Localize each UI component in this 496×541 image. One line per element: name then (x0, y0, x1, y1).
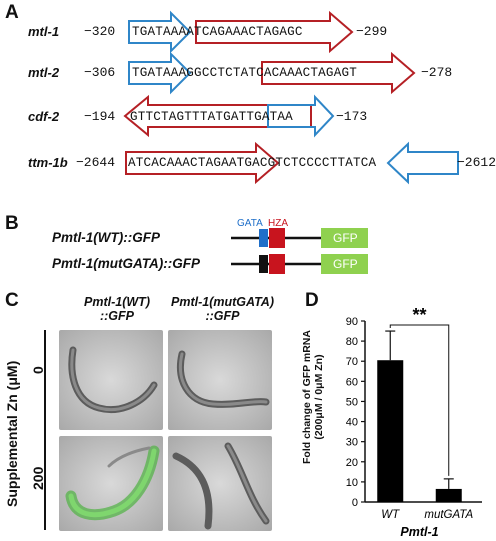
panel-c-letter: C (5, 290, 19, 311)
coord-left-cdf-2: −194 (84, 109, 116, 124)
panel-b-constructs (231, 228, 368, 274)
gata-arrow-mtl-1 (128, 10, 192, 54)
coord-right-mtl-1: −299 (356, 24, 388, 39)
col-label-wt-line1: Pmtl-1(WT) (84, 295, 150, 309)
gfp-box-wt (321, 228, 368, 248)
gfp-box-mut (321, 254, 368, 274)
construct-label-mutgata: Pmtl-1(mutGATA)::GFP (52, 256, 200, 271)
gata-site-label: GATA (237, 218, 263, 229)
sequence-mtl-2: TGATAAAGGCCTCTATCACAAACTAGAGT (132, 66, 357, 80)
coord-left-mtl-1: −320 (84, 24, 116, 39)
gata-arrow-ttm-1b (386, 141, 459, 185)
significance-stars: ** (412, 305, 426, 325)
gfp-label-wt: GFP (333, 231, 358, 245)
x-group-label: Pmtl-1 (400, 525, 438, 539)
panel-a-letter: A (5, 2, 19, 23)
panel-a-arrows (123, 10, 459, 185)
col-label-mut-line2: ::GFP (205, 309, 240, 323)
y-tick-label: 40 (346, 417, 358, 429)
bar-WT (377, 360, 404, 502)
coord-left-ttm-1b: −2644 (76, 155, 116, 170)
bar-mutGATA (435, 488, 462, 502)
gene-label-mtl-2: mtl-2 (28, 65, 60, 80)
micrograph-wt-0 (59, 330, 163, 430)
hza-box-wt (269, 228, 285, 248)
gene-label-mtl-1: mtl-1 (28, 24, 60, 39)
hza-box-mut (269, 254, 285, 274)
sequence-ttm-1b: ATCACAAACTAGAATGACGTCTCCCCTTATCA (128, 156, 377, 170)
gata-arrow-cdf-2 (267, 94, 335, 138)
coord-right-cdf-2: −173 (336, 109, 368, 124)
gata-box-mut (259, 255, 268, 273)
gene-label-cdf-2: cdf-2 (28, 109, 60, 124)
y-tick-label: 10 (346, 477, 358, 489)
y-tick-label: 20 (346, 457, 358, 469)
y-tick-label: 80 (346, 336, 358, 348)
x-tick-label-WT: WT (381, 509, 400, 521)
y-tick-label: 0 (352, 497, 358, 509)
sequence-mtl-1: TGATAAAATCAGAAACTAGAGC (132, 25, 303, 39)
col-label-wt-line2: ::GFP (99, 309, 135, 323)
coord-right-ttm-1b: −2612 (457, 155, 496, 170)
y-tick-label: 90 (346, 316, 358, 328)
hza-arrow-mtl-2 (261, 51, 416, 95)
gata-box-wt (259, 229, 268, 247)
gata-arrow-mtl-2 (128, 51, 192, 95)
panel-d-letter: D (305, 290, 319, 311)
col-label-mutgata: Pmtl-1(mutGATA) ::GFP (160, 295, 285, 323)
y-tick-label: 60 (346, 376, 358, 388)
col-label-mut-line1: Pmtl-1(mutGATA) (171, 295, 274, 309)
coord-left-mtl-2: −306 (84, 65, 116, 80)
y-tick-label: 50 (346, 396, 358, 408)
col-label-wt: Pmtl-1(WT) ::GFP (72, 295, 162, 323)
construct-label-wt: Pmtl-1(WT)::GFP (52, 230, 160, 245)
panel-b-letter: B (5, 213, 19, 234)
coord-right-mtl-2: −278 (421, 65, 453, 80)
micrograph-wt-200 (59, 436, 163, 531)
gfp-label-mut: GFP (333, 257, 358, 271)
hza-arrow-mtl-1 (195, 10, 354, 54)
hza-site-label: HZA (268, 218, 288, 229)
significance-bracket (389, 324, 450, 476)
gene-label-ttm-1b: ttm-1b (28, 155, 68, 170)
y-tick-label: 70 (346, 356, 358, 368)
micrograph-mut-200 (168, 436, 272, 531)
x-tick-label-mutGATA: mutGATA (424, 509, 473, 521)
micrograph-mut-0 (168, 330, 272, 430)
y-tick-label: 30 (346, 437, 358, 449)
sequence-cdf-2: GTTCTAGTTTATGATTGATAA (130, 110, 293, 124)
hza-arrow-ttm-1b (125, 141, 280, 185)
